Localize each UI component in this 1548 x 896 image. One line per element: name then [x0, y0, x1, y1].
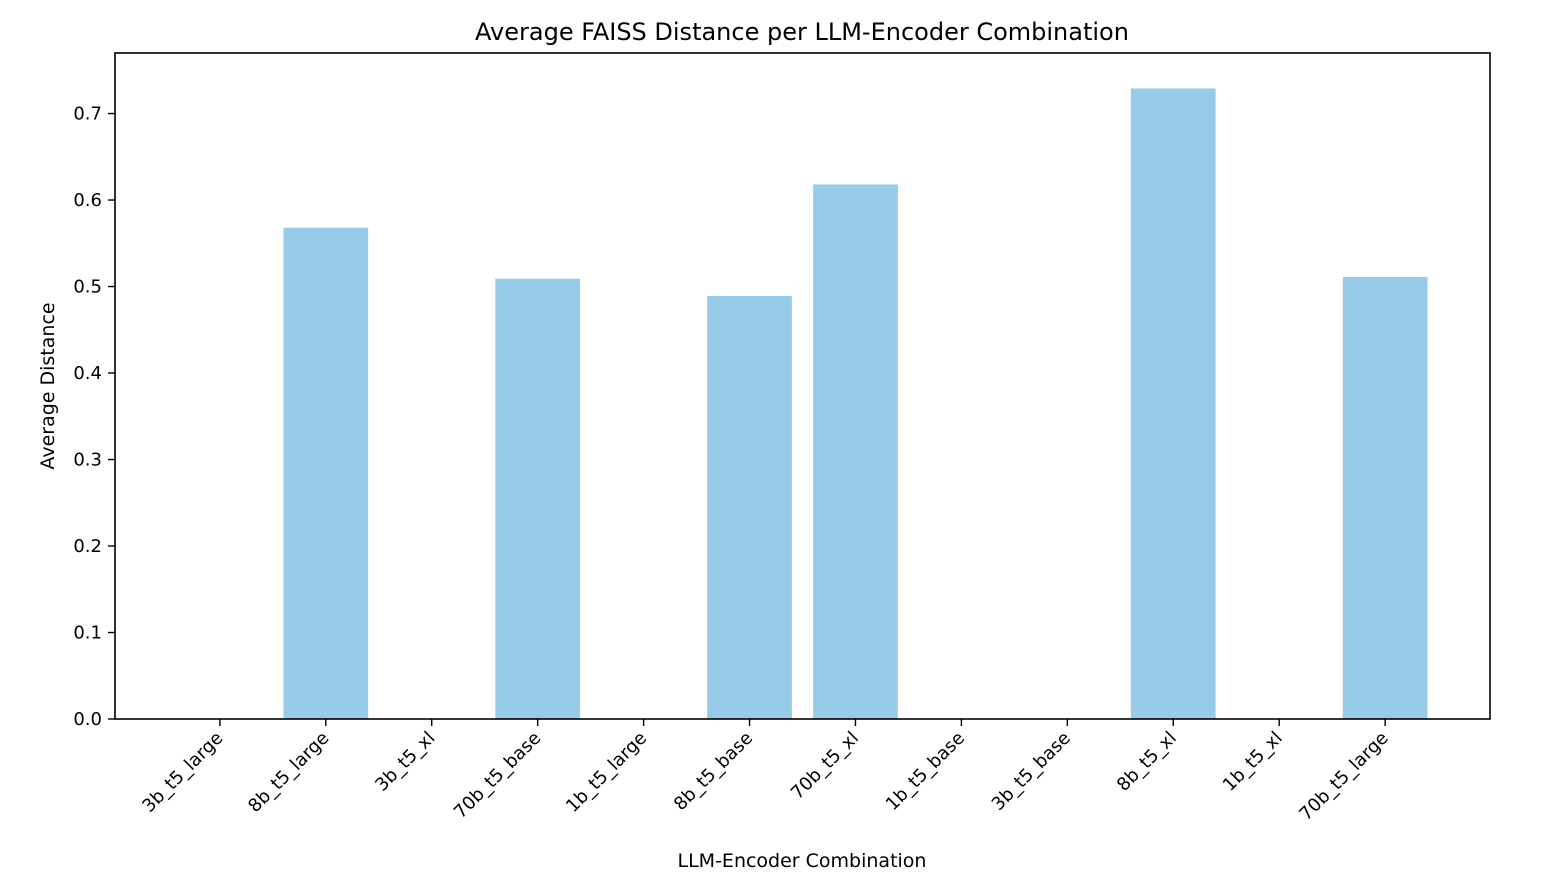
bars-layer — [283, 88, 1428, 720]
x-tick-label: 70b_t5_large — [1295, 728, 1392, 825]
bar-8b_t5_xl — [1130, 88, 1216, 719]
x-tick-label: 1b_t5_xl — [1219, 728, 1287, 796]
x-axis-ticks: 3b_t5_large 8b_t5_large 3b_t5_xl 70b_t5_bas… — [138, 719, 1393, 825]
x-tick-label: 70b_t5_xl — [787, 728, 863, 804]
x-axis-label: LLM-Encoder Combination — [678, 850, 927, 872]
y-axis-label: Average Distance — [37, 302, 59, 469]
bar-8b_t5_large — [283, 227, 369, 719]
y-tick-label: 0.6 — [73, 190, 102, 211]
bar-70b_t5_large — [1342, 277, 1428, 719]
x-tick-label: 1b_t5_base — [882, 728, 969, 815]
x-tick-label: 8b_t5_xl — [1113, 728, 1181, 796]
bar-70b_t5_base — [495, 278, 581, 719]
y-tick-label: 0.4 — [73, 363, 102, 384]
bar-70b_t5_xl — [813, 184, 898, 720]
y-tick-label: 0.5 — [73, 277, 102, 298]
y-tick-label: 0.1 — [73, 623, 102, 644]
y-tick-label: 0.7 — [73, 104, 102, 125]
x-tick-label: 70b_t5_base — [450, 728, 545, 823]
plot-area-frame — [114, 52, 1491, 720]
y-tick-label: 0.0 — [73, 709, 102, 730]
x-tick-label: 8b_t5_base — [670, 728, 757, 815]
x-tick-label: 3b_t5_base — [988, 728, 1075, 815]
x-tick-label: 3b_t5_large — [138, 728, 227, 817]
x-tick-label: 1b_t5_large — [562, 728, 651, 817]
chart-title: Average FAISS Distance per LLM-Encoder C… — [475, 18, 1129, 46]
x-tick-label: 3b_t5_xl — [371, 728, 439, 796]
bar-8b_t5_base — [707, 296, 792, 719]
y-axis-ticks: 0.0 0.1 0.2 0.3 0.4 0.5 0.6 0.7 — [73, 104, 115, 730]
y-tick-label: 0.2 — [73, 536, 102, 557]
x-tick-label: 8b_t5_large — [244, 728, 333, 817]
y-tick-label: 0.3 — [73, 450, 102, 471]
